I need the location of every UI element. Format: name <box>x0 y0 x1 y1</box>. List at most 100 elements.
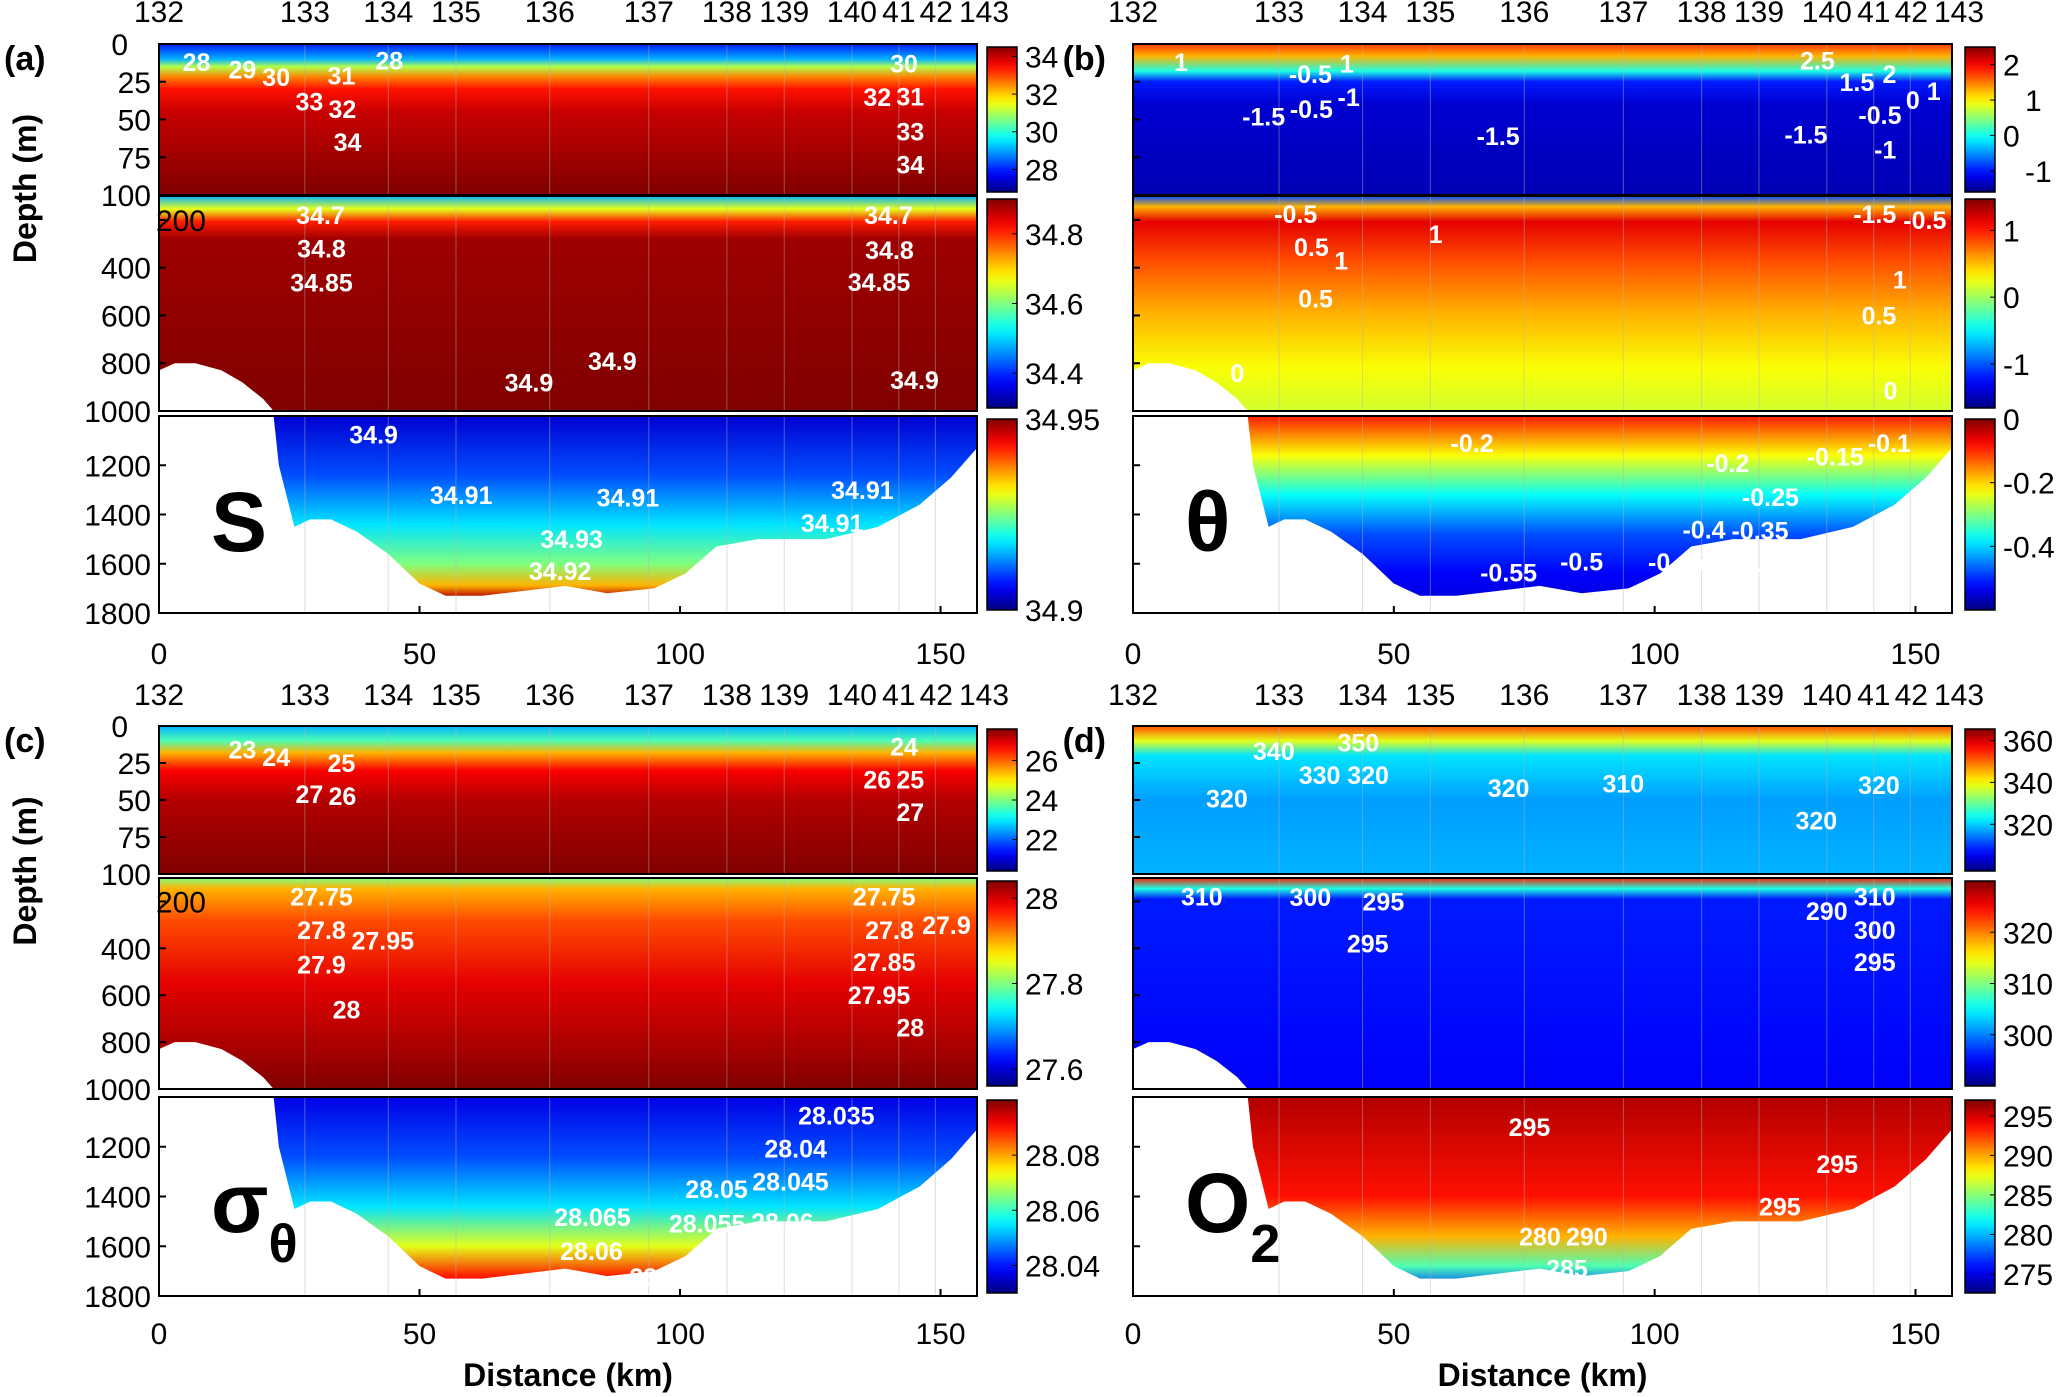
depth-tick-label: 75 <box>118 822 151 855</box>
depth-tick-label: 25 <box>118 748 151 781</box>
colorbar-tick-label: 320 <box>2003 809 2053 842</box>
station-label: 136 <box>1499 0 1549 29</box>
station-label: 135 <box>431 0 481 29</box>
contour-label: -0.5 <box>1290 96 1333 124</box>
contour-label: -0.15 <box>1807 444 1864 472</box>
subplot-1: 1 -0.5 1-0.5 -1-1.5-1.52.5 21.5-0.50 1-1.5-12… <box>1132 43 2052 196</box>
subplot-frame <box>1132 877 1953 1090</box>
contour-label: 27.8 <box>297 917 346 945</box>
depth-tick-label: 1600 <box>84 1231 151 1264</box>
x-axis-label: Distance (km) <box>463 1357 673 1393</box>
variable-symbol: O2 <box>1185 1156 1280 1274</box>
station-label: 133 <box>1254 679 1304 712</box>
subplot-2: 34.7 34.8 34.85 34.7 34.8 34.85 34.9 34.9 34.9 20… <box>84 195 1083 429</box>
colorbar: 34.4 34.6 34.8 <box>986 198 1083 409</box>
contour-label: 2 <box>1882 61 1896 89</box>
depth-tick-label: 1200 <box>84 450 151 483</box>
contour-label: -0.5 <box>1274 201 1317 229</box>
colorbar: 1 0 -1 <box>1964 198 2030 409</box>
depth-tick-label: 1200 <box>84 1132 151 1165</box>
contour-label: 26 <box>328 783 356 811</box>
depth-tick-label: 600 <box>101 300 151 333</box>
contour-label: -0.4 <box>1682 516 1725 544</box>
station-label: 139 <box>759 679 809 712</box>
contour-label: 34.85 <box>848 269 911 297</box>
colorbar-tick-label: 360 <box>2003 726 2053 759</box>
contour-label: 28 <box>375 48 403 76</box>
contour-label: 30 <box>890 51 918 79</box>
contour-label: -1.5 <box>1477 123 1520 151</box>
contour-label: 330 <box>1299 762 1341 790</box>
contour-labels: 34.7 34.8 34.85 34.7 34.8 34.85 34.9 34.9 34.9 <box>290 202 939 397</box>
contour-label: 34.91 <box>831 477 894 505</box>
contour-label: 350 <box>1337 729 1379 757</box>
station-label: 132 <box>134 679 184 712</box>
contour-label: 280 <box>1519 1224 1561 1252</box>
colorbar: 360 340 320 <box>1964 726 2053 872</box>
contour-label: 295 <box>1759 1193 1801 1221</box>
contour-labels: 1 -0.5 1-0.5 -1-1.5-1.52.5 21.5-0.50 1-1.5-1 <box>1174 48 1941 165</box>
seafloor-mask <box>1133 1042 1248 1089</box>
contour-label: -0.1 <box>1868 430 1911 458</box>
contour-label: 1 <box>1927 78 1941 106</box>
colorbar-tick-label: 27.6 <box>1025 1054 1083 1087</box>
contour-label: 25 <box>896 767 924 795</box>
station-label: 138 <box>1677 679 1727 712</box>
station-label: 140 <box>1802 679 1852 712</box>
colorbar-tick-label: 30 <box>1025 117 1058 150</box>
subplot-3: 34.9 34.91 34.91 34.91 34.91 34.92 34.93 1200 14… <box>84 404 1100 631</box>
seafloor-mask <box>159 363 274 411</box>
field-heatmap <box>159 196 977 411</box>
subplot-frame <box>158 195 978 412</box>
contour-label: 34.9 <box>588 348 637 376</box>
contour-label: 28.05 <box>685 1176 748 1204</box>
depth-tick-label: 50 <box>118 785 151 818</box>
contour-label: 26 <box>863 766 891 794</box>
colorbar-scale <box>986 1099 1018 1294</box>
field-heatmap <box>1133 878 1952 1089</box>
contour-label: 27 <box>295 781 323 809</box>
field-heatmap <box>1133 44 1952 195</box>
depth-tick-label: 800 <box>101 348 151 381</box>
contour-label: 34.9 <box>349 421 398 449</box>
contour-label: 27.95 <box>848 982 911 1010</box>
depth-tick-label: 50 <box>118 105 151 138</box>
station-label: 134 <box>363 679 413 712</box>
contour-label: -0.5 <box>1289 61 1332 89</box>
depth-tick-label: 1600 <box>84 549 151 582</box>
contour-label: -0.5 <box>1858 102 1901 130</box>
contour-label: 31 <box>896 84 924 112</box>
colorbar-tick-label: 28.04 <box>1025 1250 1100 1283</box>
contour-label: -1.5 <box>1242 103 1285 131</box>
station-label: 42 <box>1895 679 1928 712</box>
contour-label: 0.5 <box>1294 234 1329 262</box>
contour-label: 34 <box>334 129 362 157</box>
contour-label: 28 <box>183 49 211 77</box>
contour-label: 27.75 <box>853 884 916 912</box>
station-label: 135 <box>431 679 481 712</box>
depth-tick-label: 0 <box>111 29 128 62</box>
seafloor-mask <box>1133 416 1952 613</box>
contour-label: 27.95 <box>351 927 414 955</box>
contour-label: 34.91 <box>430 482 493 510</box>
y-axis-label: Depth (m) <box>7 114 43 263</box>
contour-label: 1 <box>1429 221 1443 249</box>
colorbar-scale <box>986 418 1018 611</box>
station-label: 138 <box>702 679 752 712</box>
contour-label: 34.8 <box>865 237 914 265</box>
colorbar-tick-label: 340 <box>2003 767 2053 800</box>
colorbar-tick-label: 34.6 <box>1025 289 1083 322</box>
subplot-2: 27.7527.827.927.952827.7527.827.8527.927… <box>84 877 1083 1107</box>
colorbar-tick-label: 1 <box>2025 85 2042 118</box>
colorbar-tick-label: 22 <box>1025 824 1058 857</box>
station-label: 132 <box>1108 0 1158 29</box>
contour-label: 28.045 <box>752 1169 829 1197</box>
colorbar-tick-label: 290 <box>2003 1140 2053 1173</box>
station-label: 134 <box>363 0 413 29</box>
station-label: 137 <box>1598 0 1648 29</box>
station-label: 139 <box>1734 679 1784 712</box>
